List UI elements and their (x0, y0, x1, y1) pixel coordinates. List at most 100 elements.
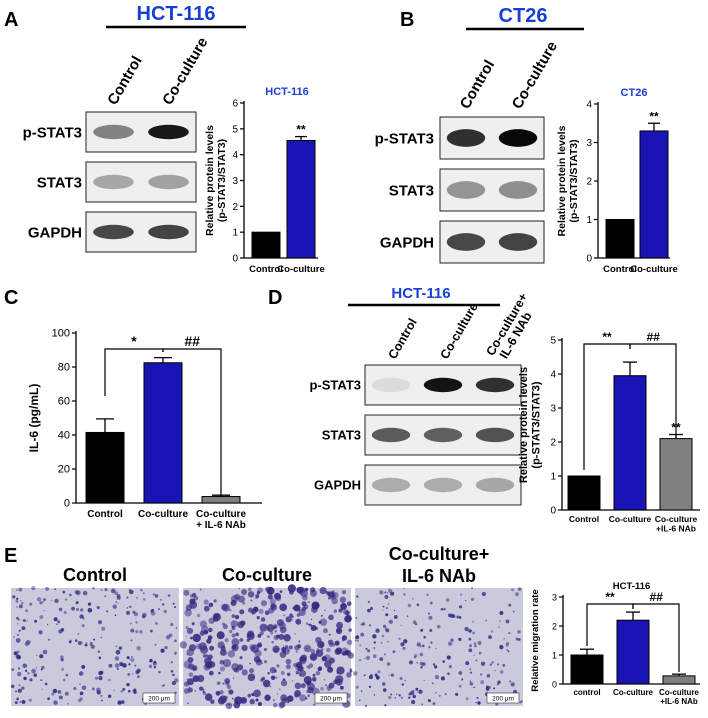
cell-dot (490, 630, 493, 633)
chart-title: CT26 (621, 87, 648, 99)
x-tick-label: Co-culture (138, 509, 188, 520)
cell-dot (287, 584, 296, 593)
cell-dot (412, 689, 415, 692)
cell-dot (174, 639, 177, 643)
scale-bar (486, 692, 520, 704)
bar-2 (662, 675, 696, 685)
cell-dot (98, 656, 102, 660)
blot-row-label: STAT3 (322, 428, 361, 443)
cell-dot (216, 631, 225, 640)
cell-dot (222, 658, 232, 668)
cell-dot (387, 640, 389, 643)
blot-column-label: Co-culture+IL-6 NAb (484, 291, 542, 365)
cell-dot (388, 619, 394, 624)
cell-dot (322, 628, 328, 634)
cell-dot (65, 673, 69, 677)
cell-dot (51, 692, 55, 696)
cell-dot (270, 631, 274, 635)
cell-dot (12, 595, 16, 599)
cell-dot (161, 603, 165, 606)
cell-dot (458, 671, 463, 675)
cell-dot (305, 622, 309, 625)
cell-dot (282, 678, 286, 681)
cell-dot (54, 598, 59, 604)
cell-dot (154, 643, 157, 646)
bar-0 (567, 475, 601, 511)
cell-dot (278, 633, 285, 640)
cell-dot (97, 650, 100, 653)
x-tick-label: Control (569, 514, 599, 524)
cell-dot (227, 650, 236, 658)
cell-dot (158, 670, 161, 674)
cell-dot (163, 684, 165, 687)
cell-dot (257, 644, 261, 648)
cell-dot (261, 676, 266, 681)
blot-header: HCT-116 (137, 3, 216, 25)
y-axis-label: Relative protein levels(p-STAT3/STAT3) (518, 367, 543, 483)
cell-dot (27, 672, 30, 675)
cell-dot (34, 619, 37, 623)
bar-1 (616, 619, 650, 685)
cell-dot (75, 601, 79, 605)
cell-dot (53, 700, 58, 705)
cell-dot (257, 701, 262, 707)
cell-dot (311, 605, 314, 607)
cell-dot (267, 672, 270, 675)
cell-dot (468, 648, 473, 653)
x-tick-label: control (573, 688, 600, 697)
cell-dot (186, 610, 188, 612)
cell-dot (435, 692, 437, 694)
x-tick-label: Co-culture (277, 264, 325, 275)
cell-dot (312, 673, 316, 677)
cell-dot (202, 691, 207, 695)
chart-C: 0 20 40 60 80 100 IL-6 (pg/mL) Control Co-cultur… (27, 328, 262, 531)
blot-D: p-STAT3 STAT3 GAPDH Control Co-culture Co-cul… (309, 285, 542, 506)
cell-dot (100, 589, 103, 592)
cell-dot (349, 668, 352, 671)
blot-row-label: GAPDH (380, 234, 434, 251)
cell-dot (402, 646, 406, 650)
blot-band (371, 477, 411, 493)
y-tick-label: 2 (552, 622, 557, 632)
cell-dot (79, 691, 84, 696)
blot-panel (364, 464, 522, 506)
cell-dot (468, 637, 472, 641)
cell-dot (114, 663, 120, 668)
cell-dot (285, 658, 292, 665)
cell-dot (384, 704, 387, 707)
cell-dot (507, 650, 510, 653)
blot-row-label: p-STAT3 (23, 124, 82, 141)
cell-dot (241, 644, 248, 652)
cell-dot (78, 671, 84, 676)
significance-bracket (162, 348, 222, 495)
cell-dot (207, 654, 213, 660)
x-tick-label: Co-culture +IL-6 NAb (659, 688, 700, 706)
cell-dot (42, 600, 45, 603)
cell-dot (294, 690, 302, 697)
cell-dot (274, 630, 278, 633)
y-tick-label: 3 (552, 593, 557, 603)
cell-dot (419, 652, 424, 657)
blot-B: p-STAT3 STAT3 GAPDH Control Co-culture CT26 (375, 5, 584, 264)
blot-band (475, 377, 515, 393)
cell-dot (517, 630, 521, 634)
blot-header: HCT-116 (391, 285, 450, 302)
cell-dot (323, 678, 326, 681)
cell-dot (16, 633, 20, 637)
cell-dot (224, 678, 231, 684)
cell-dot (301, 601, 307, 607)
cell-dot (219, 695, 227, 704)
cell-dot (183, 688, 190, 694)
cell-dot (385, 607, 388, 610)
cell-dot (100, 694, 103, 697)
cell-dot (273, 647, 279, 653)
cell-dot (240, 696, 248, 704)
cell-dot (262, 679, 271, 688)
cell-dot (189, 598, 196, 605)
cell-dot (120, 689, 124, 693)
cell-dot (208, 602, 213, 608)
cell-dot (220, 645, 226, 651)
cell-dot (38, 630, 43, 635)
cell-dot (248, 668, 255, 674)
